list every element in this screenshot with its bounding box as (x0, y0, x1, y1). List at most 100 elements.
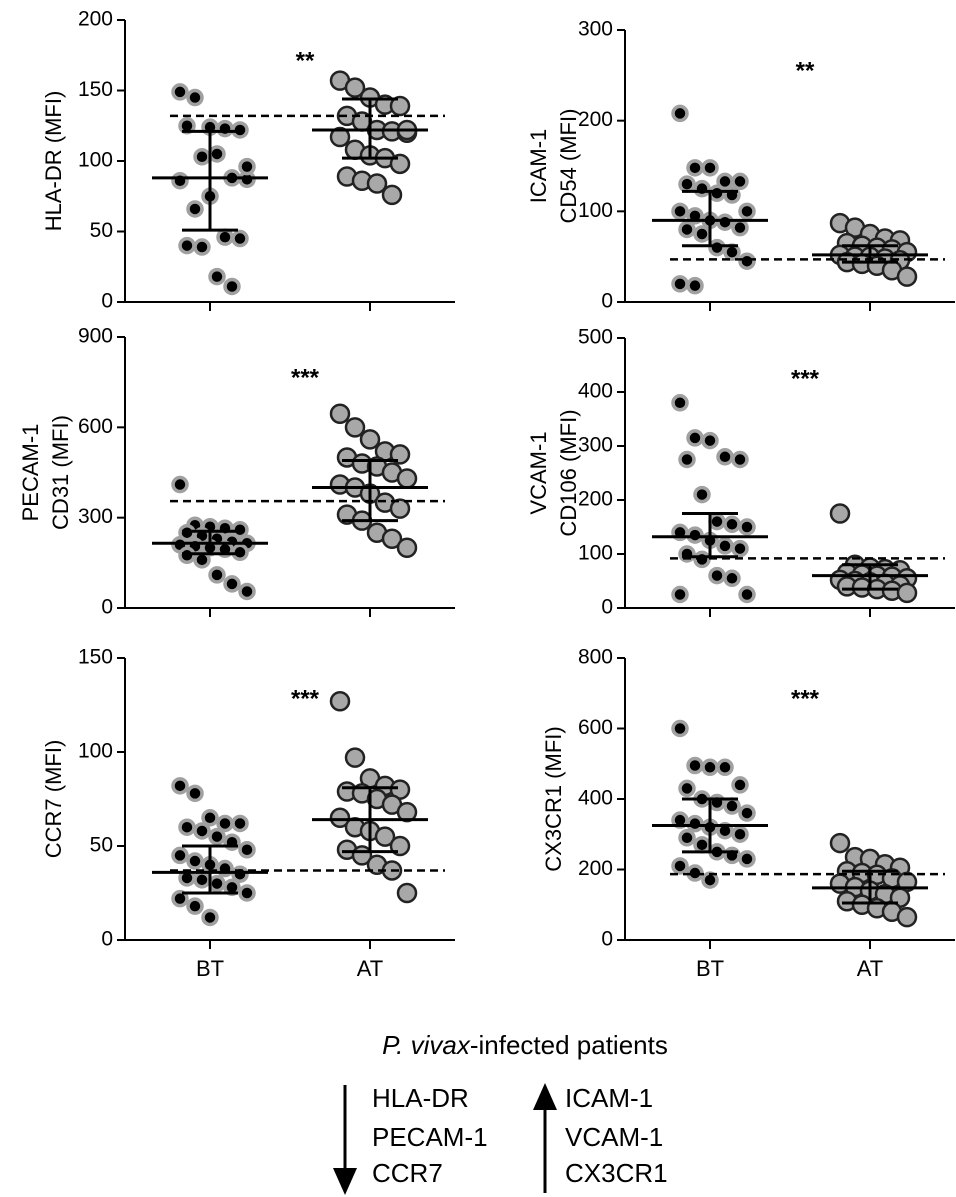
data-point (686, 159, 704, 177)
data-point (359, 429, 381, 450)
data-point (896, 266, 918, 287)
footer-title-rest: -infected patients (470, 1030, 668, 1060)
data-point (193, 822, 211, 840)
significance: *** (291, 685, 320, 712)
data-point (686, 756, 704, 775)
down-item: CCR7 (372, 1158, 443, 1188)
y-tick-label: 0 (101, 928, 113, 951)
data-point (389, 498, 411, 519)
data-point (344, 747, 366, 768)
y-tick-label: 150 (78, 78, 113, 101)
data-point (896, 582, 918, 604)
data-point (708, 184, 726, 202)
y-tick-label: 400 (578, 787, 613, 810)
footer-title-italic: P. vivax (382, 1030, 471, 1060)
data-point (716, 537, 734, 555)
y-axis-label: VCAM-1 (526, 431, 551, 514)
data-point (693, 179, 711, 198)
x-tick-label: BT (696, 956, 724, 981)
data-point (686, 526, 704, 544)
y-tick-label: 0 (101, 596, 113, 619)
data-point (671, 394, 689, 412)
data-point (686, 276, 704, 295)
up-item: CX3CR1 (565, 1158, 668, 1188)
y-tick-label: 200 (578, 488, 613, 511)
data-point (731, 218, 749, 237)
data-point (738, 202, 756, 221)
data-point (238, 884, 256, 902)
y-tick-label: 200 (578, 857, 613, 880)
data-point (723, 515, 741, 534)
up-item: ICAM-1 (565, 1083, 653, 1113)
data-point (686, 429, 704, 447)
data-point (231, 543, 249, 562)
y-tick-label: 800 (578, 646, 613, 669)
data-point (208, 827, 226, 846)
y-axis-label: CD54 (MFI) (556, 109, 581, 224)
data-point (396, 537, 418, 559)
y-tick-label: 0 (601, 928, 613, 951)
data-point (186, 897, 204, 915)
y-tick-label: 400 (578, 380, 613, 403)
y-tick-label: 0 (601, 290, 613, 313)
data-point (686, 814, 704, 833)
data-point (193, 871, 211, 889)
data-point (829, 503, 851, 524)
data-point (701, 758, 719, 777)
data-point (671, 275, 689, 293)
data-point (216, 119, 234, 138)
y-tick-label: 100 (78, 149, 113, 172)
data-point (186, 852, 204, 870)
data-point (201, 809, 219, 827)
y-axis-label: CD106 (MFI) (556, 409, 581, 536)
data-point (381, 184, 403, 206)
data-point (178, 546, 196, 565)
data-point (731, 539, 749, 558)
data-point (231, 229, 249, 248)
data-point (171, 171, 189, 190)
data-point (671, 202, 689, 221)
data-point (723, 797, 741, 815)
data-point (329, 403, 351, 425)
data-point (829, 832, 851, 854)
y-axis-label: PECAM-1 (18, 424, 43, 522)
y-tick-label: 50 (90, 219, 113, 242)
y-axis-label: CD31 (MFI) (48, 415, 73, 530)
data-point (693, 225, 711, 243)
significance: *** (791, 365, 820, 392)
data-point (329, 807, 351, 829)
data-point (238, 841, 256, 859)
y-tick-label: 900 (78, 325, 113, 348)
data-point (701, 159, 719, 177)
data-point (208, 145, 226, 163)
data-point (396, 882, 418, 904)
data-point (171, 475, 189, 494)
data-point (738, 804, 756, 822)
data-point (201, 908, 219, 927)
data-point (738, 850, 756, 868)
data-point (171, 846, 189, 865)
data-point (366, 173, 388, 194)
data-point (731, 450, 749, 469)
data-point (329, 690, 351, 712)
y-tick-label: 500 (578, 326, 613, 349)
data-point (723, 569, 741, 588)
data-point (708, 566, 726, 585)
data-point (381, 528, 403, 549)
data-point (344, 417, 366, 438)
significance: ** (296, 47, 315, 74)
data-point (738, 585, 756, 604)
data-point (671, 585, 689, 604)
up-item: VCAM-1 (565, 1122, 663, 1152)
data-point (678, 829, 696, 847)
data-point (208, 267, 226, 286)
y-axis-label: CCR7 (MFI) (41, 740, 66, 859)
data-point (178, 818, 196, 836)
data-point (344, 77, 366, 98)
data-point (329, 126, 351, 148)
data-point (716, 758, 734, 777)
data-point (671, 719, 689, 738)
data-point (216, 228, 234, 246)
y-tick-label: 300 (578, 18, 613, 41)
